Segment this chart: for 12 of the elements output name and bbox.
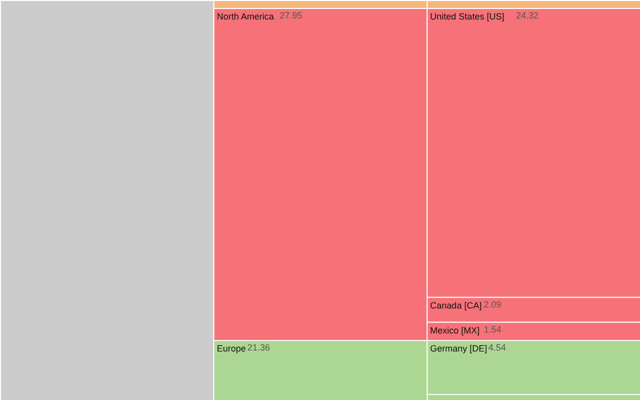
category-label: North America <box>216 12 274 22</box>
category-label: Canada [CA] <box>430 300 482 310</box>
category-label: Mexico [MX] <box>430 325 480 336</box>
category-label: Europe <box>216 344 246 354</box>
data-label: 27.95 <box>280 10 302 20</box>
data-label: 24.32 <box>516 10 538 20</box>
category-label: United States [US] <box>430 12 504 22</box>
data-label: 2.09 <box>484 299 502 310</box>
data-label: 21.36 <box>247 342 270 353</box>
data-label: 1.54 <box>484 324 502 334</box>
category-label: Germany [DE] <box>430 344 488 354</box>
data-label: 4.54 <box>488 342 506 353</box>
